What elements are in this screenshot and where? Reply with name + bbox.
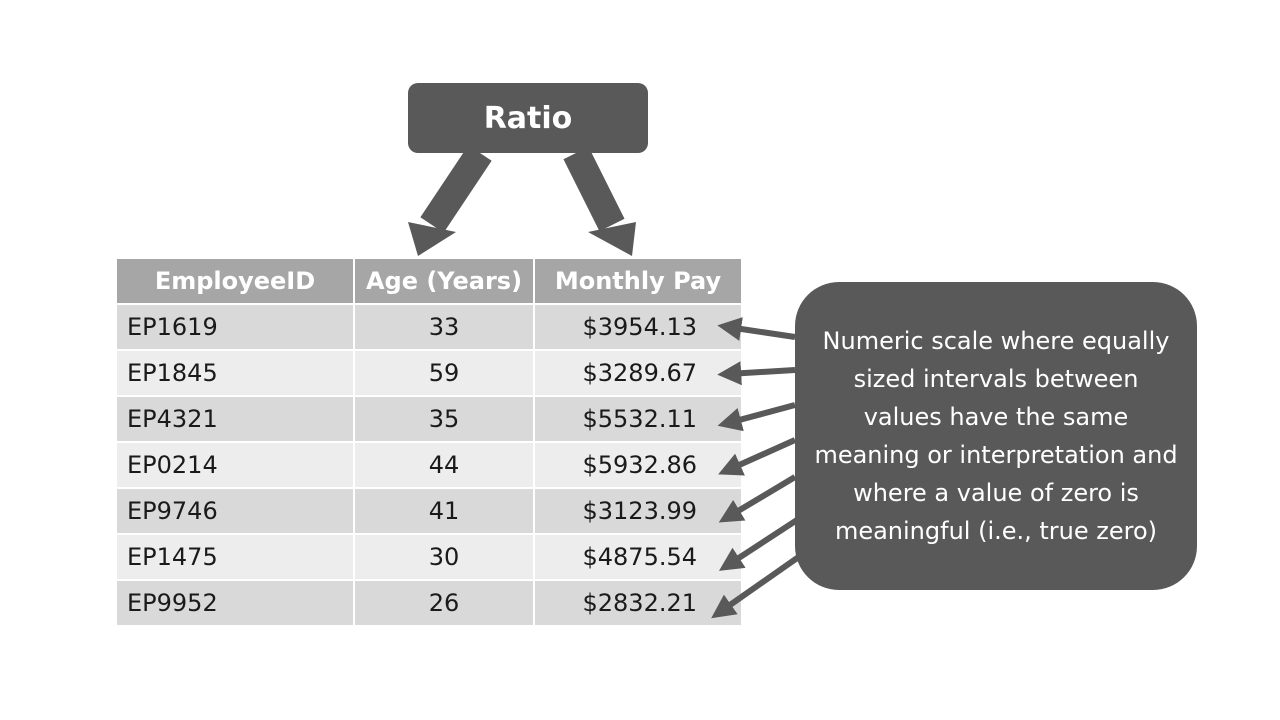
cell-employee-id: EP9952	[115, 579, 355, 627]
cell-employee-id: EP1845	[115, 349, 355, 397]
definition-text: Numeric scale where equally sized interv…	[814, 327, 1178, 545]
cell-age: 35	[353, 395, 535, 443]
cell-monthly-pay: $3289.67	[533, 349, 743, 397]
ratio-label-box: Ratio	[408, 83, 648, 153]
employee-table: EmployeeID Age (Years) Monthly Pay EP161…	[115, 257, 743, 627]
cell-age: 44	[353, 441, 535, 489]
table-header-row: EmployeeID Age (Years) Monthly Pay	[115, 257, 743, 305]
cell-monthly-pay: $3123.99	[533, 487, 743, 535]
cell-age: 33	[353, 303, 535, 351]
cell-employee-id: EP0214	[115, 441, 355, 489]
cell-monthly-pay: $3954.13	[533, 303, 743, 351]
table-row: EP0214 44 $5932.86	[115, 441, 743, 489]
definition-callout: Numeric scale where equally sized interv…	[795, 282, 1197, 590]
table-row: EP9952 26 $2832.21	[115, 579, 743, 627]
table-row: EP1845 59 $3289.67	[115, 349, 743, 397]
header-employee-id: EmployeeID	[115, 257, 355, 305]
ratio-label: Ratio	[483, 100, 573, 136]
cell-monthly-pay: $2832.21	[533, 579, 743, 627]
cell-employee-id: EP1475	[115, 533, 355, 581]
ratio-arrow-to-age	[408, 145, 492, 256]
table-row: EP1475 30 $4875.54	[115, 533, 743, 581]
header-age: Age (Years)	[353, 257, 535, 305]
table-row: EP1619 33 $3954.13	[115, 303, 743, 351]
cell-age: 26	[353, 579, 535, 627]
cell-monthly-pay: $5932.86	[533, 441, 743, 489]
cell-employee-id: EP9746	[115, 487, 355, 535]
cell-age: 41	[353, 487, 535, 535]
cell-employee-id: EP1619	[115, 303, 355, 351]
cell-employee-id: EP4321	[115, 395, 355, 443]
header-monthly-pay: Monthly Pay	[533, 257, 743, 305]
table-row: EP4321 35 $5532.11	[115, 395, 743, 443]
cell-age: 30	[353, 533, 535, 581]
cell-age: 59	[353, 349, 535, 397]
table-row: EP9746 41 $3123.99	[115, 487, 743, 535]
ratio-arrow-to-pay	[563, 146, 636, 256]
cell-monthly-pay: $4875.54	[533, 533, 743, 581]
cell-monthly-pay: $5532.11	[533, 395, 743, 443]
